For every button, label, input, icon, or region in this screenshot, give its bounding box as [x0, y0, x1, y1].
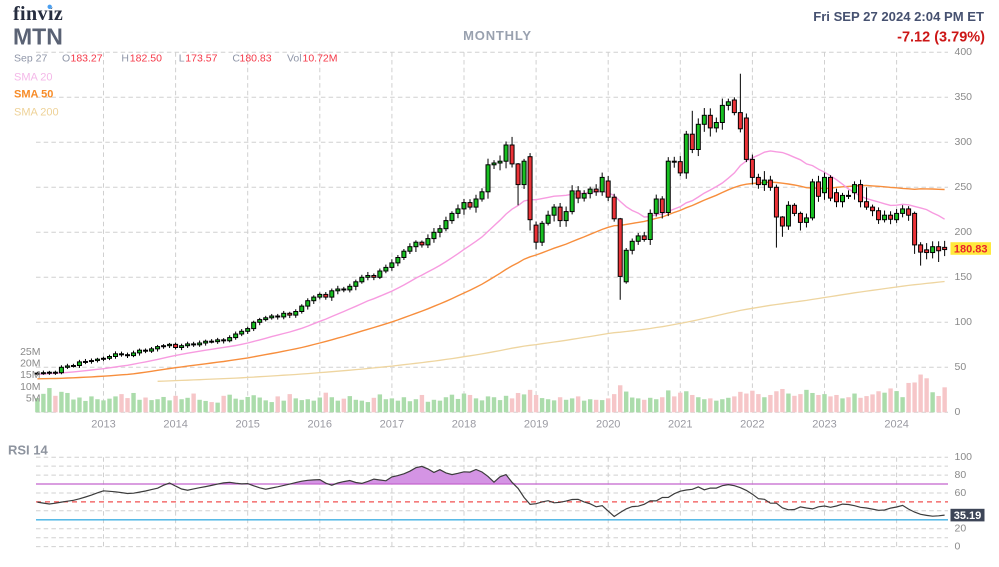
svg-text:250: 250 — [955, 181, 973, 193]
svg-text:100: 100 — [955, 451, 973, 463]
svg-text:80: 80 — [955, 469, 967, 481]
svg-text:SMA 50: SMA 50 — [14, 89, 53, 101]
svg-text:400: 400 — [955, 46, 973, 58]
svg-text:2014: 2014 — [163, 419, 187, 431]
svg-text:-7.12 (3.79%): -7.12 (3.79%) — [897, 30, 985, 46]
svg-text:2015: 2015 — [235, 419, 259, 431]
svg-text:MTN: MTN — [13, 24, 63, 50]
svg-text:2016: 2016 — [308, 419, 332, 431]
svg-text:2022: 2022 — [740, 419, 764, 431]
svg-text:180.83: 180.83 — [954, 244, 988, 256]
svg-text:20M: 20M — [20, 358, 40, 370]
svg-text:15M: 15M — [20, 369, 40, 381]
svg-text:RSI 14: RSI 14 — [8, 443, 49, 458]
svg-text:100: 100 — [955, 316, 973, 328]
svg-text:350: 350 — [955, 91, 973, 103]
svg-text:2023: 2023 — [812, 419, 836, 431]
svg-text:finviz: finviz — [13, 3, 63, 25]
svg-text:SMA 20: SMA 20 — [14, 72, 53, 84]
svg-text:0: 0 — [955, 406, 961, 418]
svg-text:300: 300 — [955, 136, 973, 148]
svg-text:2020: 2020 — [596, 419, 620, 431]
svg-text:2024: 2024 — [884, 419, 908, 431]
svg-text:2021: 2021 — [668, 419, 692, 431]
svg-text:20: 20 — [955, 523, 967, 535]
svg-text:MONTHLY: MONTHLY — [463, 28, 532, 43]
svg-text:2018: 2018 — [452, 419, 476, 431]
svg-text:200: 200 — [955, 226, 973, 238]
svg-text:0: 0 — [955, 541, 961, 553]
svg-text:2017: 2017 — [380, 419, 404, 431]
svg-text:Fri SEP 27 2024 2:04 PM ET: Fri SEP 27 2024 2:04 PM ET — [813, 9, 984, 24]
svg-text:150: 150 — [955, 271, 973, 283]
svg-text:2019: 2019 — [524, 419, 548, 431]
svg-text:5M: 5M — [26, 393, 41, 405]
svg-text:35.19: 35.19 — [954, 510, 982, 522]
svg-text:SMA 200: SMA 200 — [14, 107, 59, 119]
svg-text:10M: 10M — [20, 381, 40, 393]
svg-text:25M: 25M — [20, 346, 40, 358]
svg-text:2013: 2013 — [91, 419, 115, 431]
svg-text:60: 60 — [955, 487, 967, 499]
svg-text:50: 50 — [955, 361, 967, 373]
